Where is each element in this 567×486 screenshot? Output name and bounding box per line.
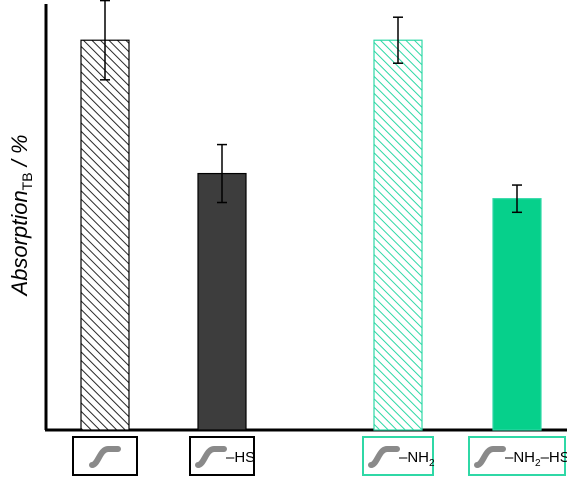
- x-tick-label-4: –NH2–HS: [468, 436, 567, 476]
- x-tick-label-3: –NH2: [362, 436, 435, 476]
- error-bar-2: [217, 143, 227, 204]
- bar-3: [373, 39, 423, 431]
- x-tick-label-2: –HS: [189, 436, 255, 476]
- surface-icon: [474, 446, 506, 468]
- bar-marks: [80, 39, 542, 431]
- surface-icon: [89, 446, 121, 468]
- error-bar-marks: [100, 0, 522, 214]
- error-bar-1: [100, 0, 110, 81]
- surface-icon: [368, 446, 400, 468]
- error-bar-3: [393, 16, 403, 64]
- tick-label-text: –HS: [226, 449, 255, 466]
- x-tick-labels: –HS –NH2 –NH2–HS: [72, 436, 567, 476]
- bar-2: [197, 172, 247, 431]
- x-tick-label-1: [72, 436, 138, 476]
- surface-icon: [195, 446, 227, 468]
- tick-label-text: –NH2–HS: [505, 449, 567, 469]
- error-bar-4: [512, 184, 522, 214]
- tick-label-text: –NH2: [399, 449, 435, 469]
- bar-1: [80, 39, 130, 431]
- y-axis-label: AbsorptionTB / %: [7, 135, 35, 298]
- bar-4: [492, 198, 542, 431]
